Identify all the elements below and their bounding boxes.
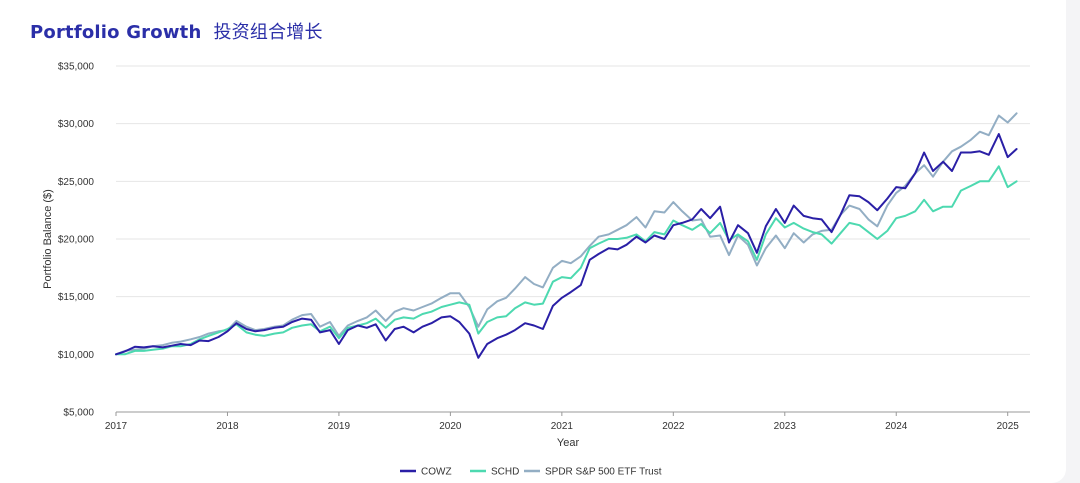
x-tick-label: 2017	[105, 421, 128, 432]
legend: COWZ SCHD SPDR S&P 500 ETF Trust	[400, 467, 662, 478]
y-tick-label: $25,000	[58, 177, 95, 188]
y-tick-label: $5,000	[63, 408, 94, 419]
legend-item: SCHD	[470, 467, 519, 478]
x-tick-label: 2022	[662, 421, 685, 432]
x-tick-label: 2019	[328, 421, 351, 432]
y-tick-label: $10,000	[58, 350, 95, 361]
legend-item: COWZ	[400, 467, 452, 478]
y-tick-label: $15,000	[58, 292, 95, 303]
x-tick-labels: 2017 2018 2019 2020 2021 2022 2023 2024 2025	[105, 421, 1019, 432]
legend-label: COWZ	[421, 467, 452, 478]
series-line	[115, 133, 1018, 359]
series-lines	[115, 112, 1018, 359]
y-tick-label: $30,000	[58, 119, 95, 130]
legend-item: SPDR S&P 500 ETF Trust	[524, 467, 662, 478]
x-tick-label: 2024	[885, 421, 908, 432]
grid-lines	[116, 65, 1030, 413]
legend-label: SCHD	[491, 467, 519, 478]
x-tick-label: 2021	[551, 421, 574, 432]
chart-title: Portfolio Growth 投资组合增长	[30, 18, 323, 44]
chart-title-en: Portfolio Growth	[30, 22, 202, 43]
x-tick-label: 2023	[774, 421, 797, 432]
x-tick-label: 2018	[216, 421, 239, 432]
series-line	[115, 112, 1018, 356]
x-tick-label: 2025	[997, 421, 1020, 432]
x-axis-label: Year	[557, 437, 580, 449]
series-line	[115, 165, 1018, 356]
x-axis	[115, 411, 1030, 416]
x-tick-label: 2020	[439, 421, 462, 432]
y-tick-label: $35,000	[58, 62, 95, 73]
legend-label: SPDR S&P 500 ETF Trust	[545, 467, 662, 478]
y-tick-labels: $5,000 $10,000 $15,000 $20,000 $25,000 $30,00…	[58, 62, 95, 419]
chart-title-cn: 投资组合增长	[213, 22, 323, 43]
y-axis-label: Portfolio Balance ($)	[42, 189, 54, 289]
y-tick-label: $20,000	[58, 235, 95, 246]
